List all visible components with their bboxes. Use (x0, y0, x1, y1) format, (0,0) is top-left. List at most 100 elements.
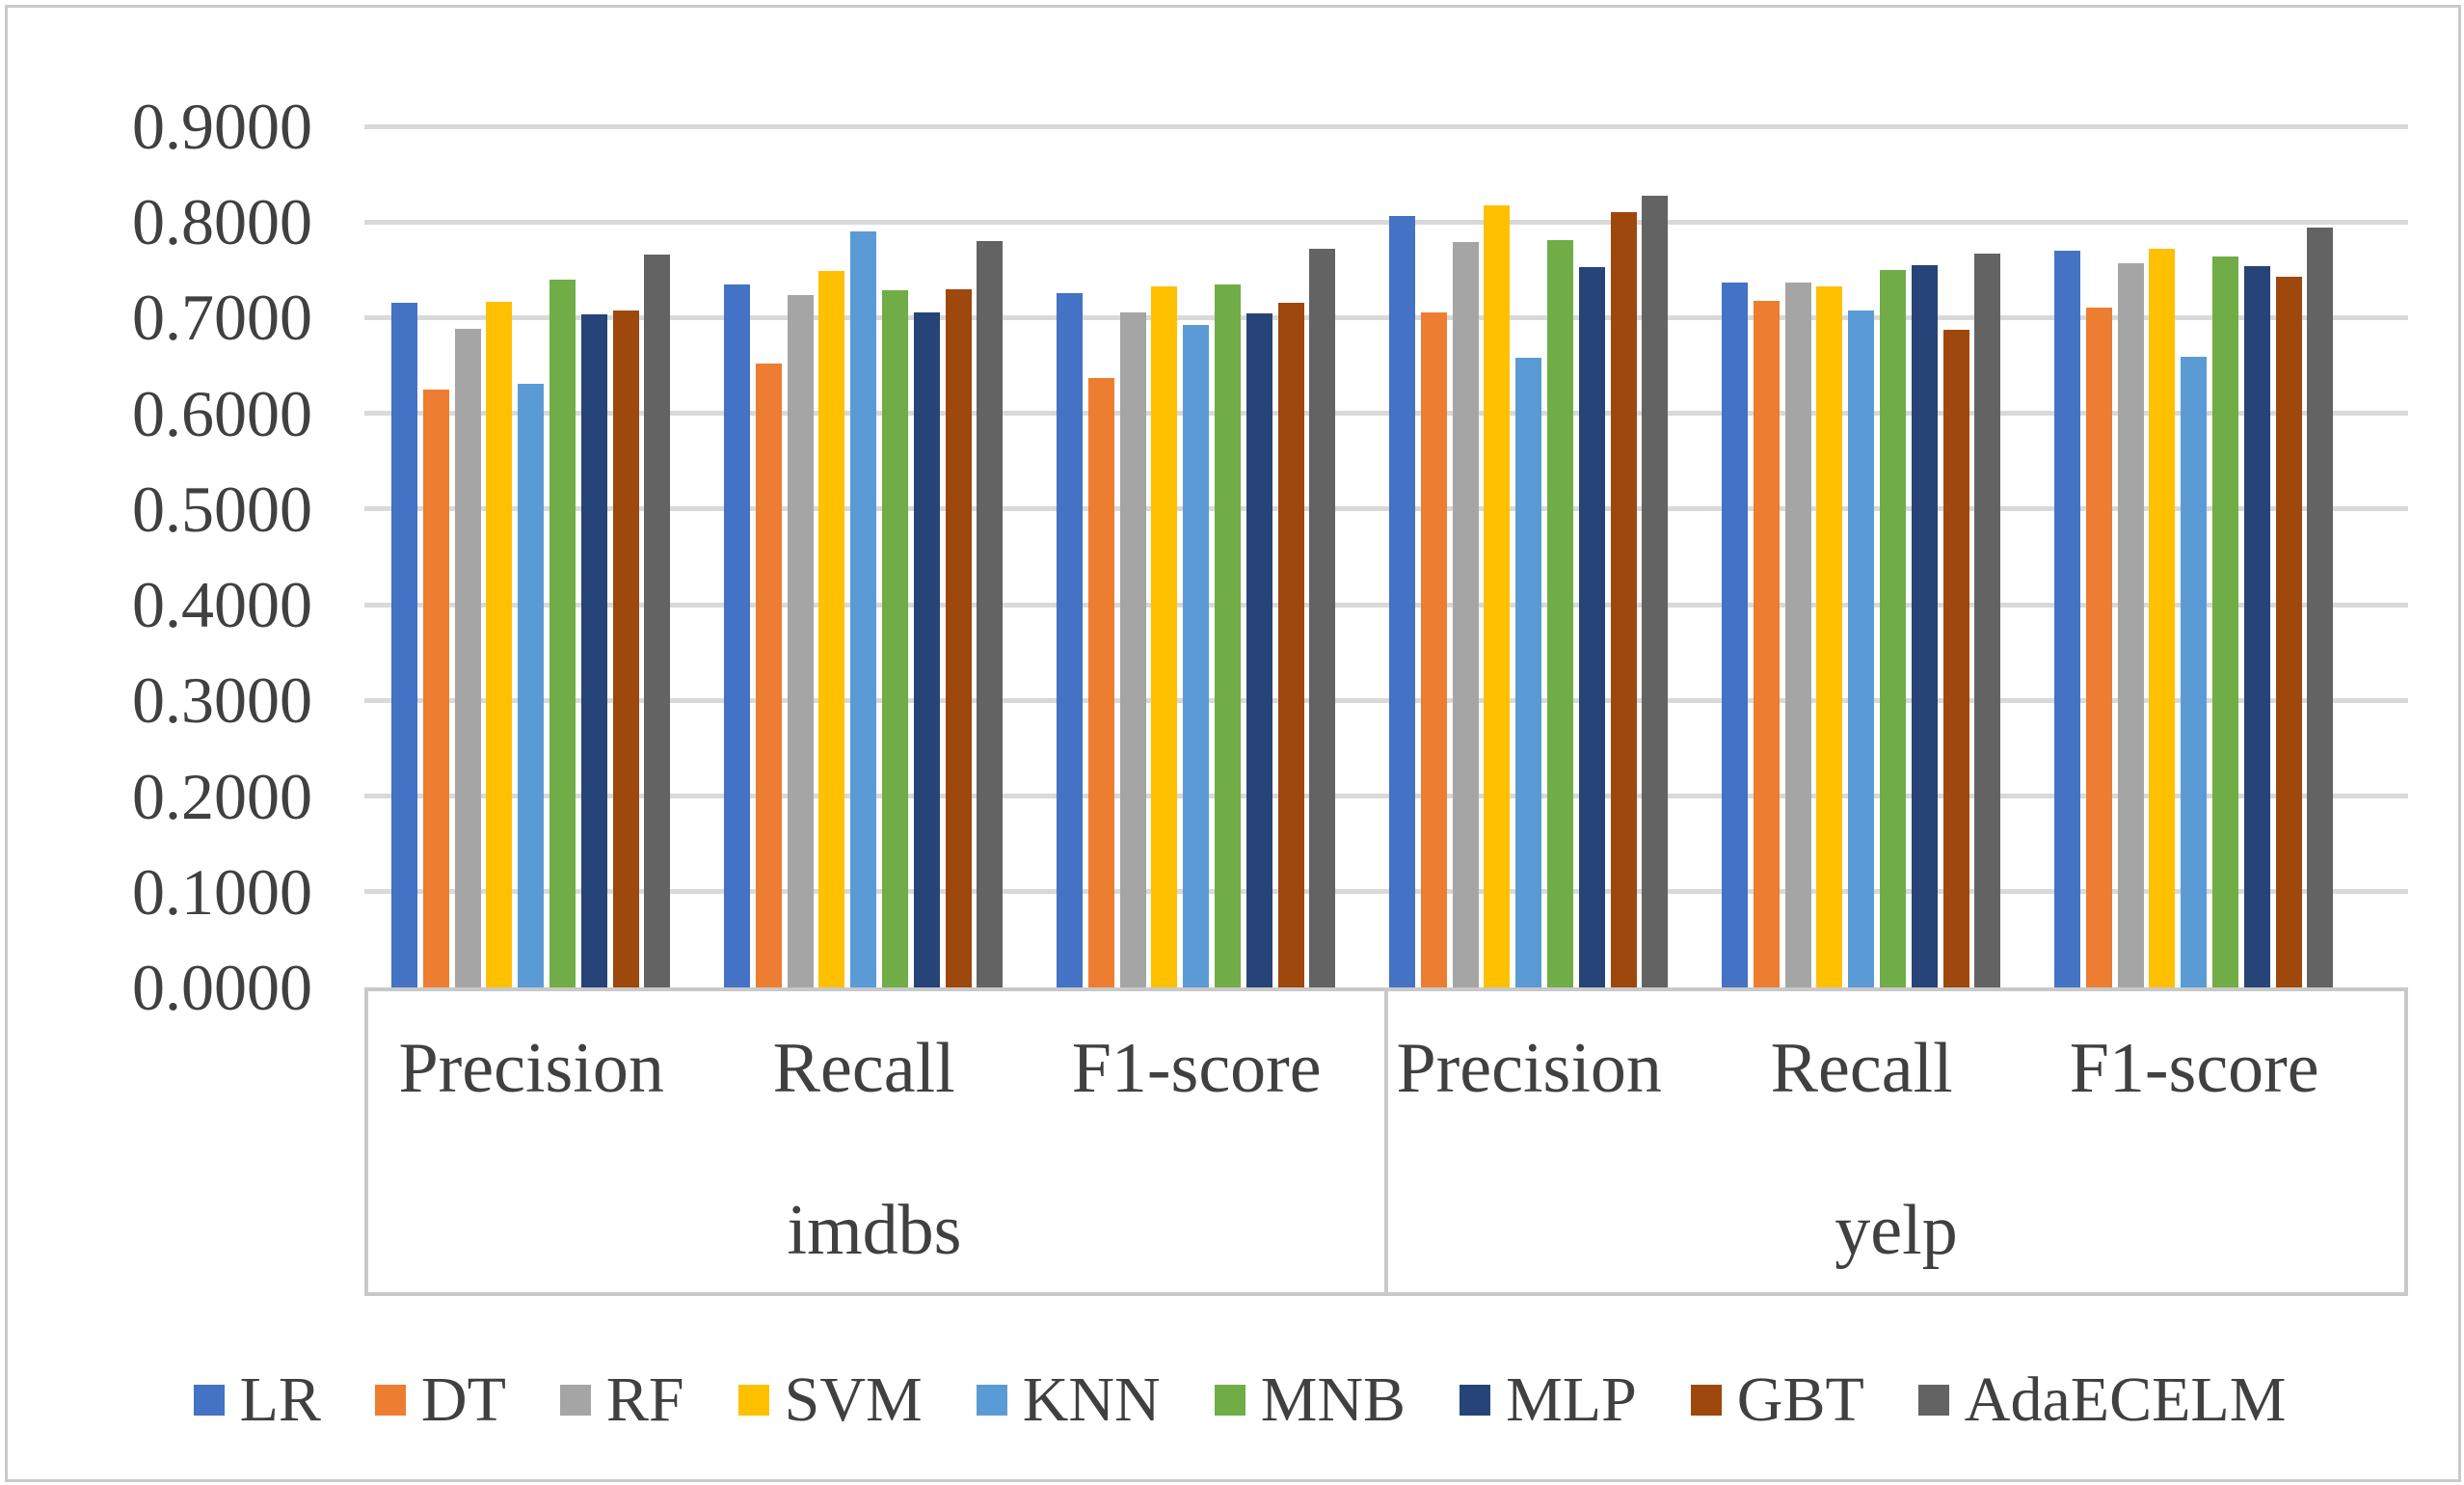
bar-KNN-imdbs-Recall (850, 231, 877, 987)
bar-SVM-yelp-F1-score (2149, 249, 2176, 987)
bar-GBT-yelp-Precision (1610, 212, 1637, 987)
bar-MNB-imdbs-Precision (549, 279, 576, 987)
gridline-0.9000 (364, 123, 2408, 129)
gridline-0.8000 (364, 219, 2408, 225)
legend-item-LR: LR (193, 1364, 321, 1435)
category-label-4: Recall (1770, 1029, 1953, 1108)
category-table-left-line (364, 987, 368, 1296)
bar-KNN-imdbs-Precision (518, 383, 545, 987)
bar-SVM-imdbs-Recall (818, 270, 845, 987)
y-tick-label-0.3000: 0.3000 (132, 663, 312, 738)
bar-RF-yelp-Precision (1452, 242, 1479, 987)
bar-LR-yelp-Precision (1389, 216, 1415, 987)
bar-SVM-yelp-Recall (1816, 285, 1843, 987)
legend-label-DT: DT (420, 1364, 506, 1435)
legend-label-GBT: GBT (1736, 1364, 1864, 1435)
dataset-label-imdbs: imdbs (787, 1191, 962, 1270)
bar-SVM-imdbs-F1-score (1151, 285, 1178, 987)
dataset-label-yelp: yelp (1835, 1191, 1958, 1270)
bar-DT-yelp-Recall (1753, 300, 1780, 987)
category-label-2: F1-score (1071, 1029, 1322, 1108)
legend-swatch-GBT (1690, 1385, 1722, 1416)
legend-swatch-DT (374, 1385, 406, 1416)
bar-MLP-yelp-F1-score (2243, 265, 2270, 987)
bar-DT-imdbs-F1-score (1087, 377, 1114, 987)
bar-GBT-imdbs-F1-score (1277, 302, 1304, 987)
legend-label-MNB: MNB (1260, 1364, 1406, 1435)
bar-GBT-imdbs-Recall (945, 288, 972, 987)
bar-MNB-yelp-Recall (1880, 269, 1906, 987)
bar-LR-yelp-Recall (1722, 282, 1748, 987)
legend-item-SVM: SVM (737, 1364, 923, 1435)
bar-KNN-yelp-F1-score (2181, 357, 2208, 987)
bar-AdaECELM-imdbs-F1-score (1309, 249, 1336, 987)
legend-label-AdaECELM: AdaECELM (1964, 1364, 2287, 1435)
bar-AdaECELM-yelp-F1-score (2307, 228, 2334, 987)
legend-swatch-KNN (976, 1385, 1007, 1416)
legend-label-LR: LR (239, 1364, 321, 1435)
legend-label-SVM: SVM (784, 1364, 923, 1435)
bar-RF-imdbs-Recall (787, 294, 814, 987)
bar-MNB-imdbs-F1-score (1215, 284, 1241, 987)
bar-DT-yelp-F1-score (2085, 307, 2112, 987)
legend-label-KNN: KNN (1022, 1364, 1161, 1435)
legend-label-MLP: MLP (1506, 1364, 1637, 1435)
bar-KNN-yelp-Precision (1515, 358, 1542, 987)
bar-KNN-yelp-Recall (1848, 310, 1875, 987)
legend-swatch-SVM (737, 1385, 769, 1416)
bar-RF-yelp-F1-score (2117, 262, 2144, 987)
legend-item-KNN: KNN (976, 1364, 1161, 1435)
category-label-0: Precision (398, 1029, 664, 1108)
bar-GBT-yelp-Recall (1942, 330, 1969, 987)
y-tick-label-0.8000: 0.8000 (132, 185, 312, 259)
bar-MLP-imdbs-Precision (580, 314, 607, 987)
bar-SVM-yelp-Precision (1484, 205, 1511, 987)
gridline-0.1000 (364, 889, 2408, 895)
gridline-0.3000 (364, 697, 2408, 703)
bar-GBT-imdbs-Precision (612, 310, 639, 987)
bar-DT-imdbs-Precision (422, 389, 449, 987)
bar-RF-imdbs-Precision (454, 329, 481, 987)
gridline-0.6000 (364, 411, 2408, 417)
bar-MLP-imdbs-F1-score (1245, 313, 1272, 987)
category-table-right-line (2404, 987, 2408, 1296)
y-tick-label-0.9000: 0.9000 (132, 90, 312, 164)
bar-RF-yelp-Recall (1784, 282, 1811, 987)
bar-LR-imdbs-Precision (391, 302, 417, 987)
figure-frame: 0.0000 0.1000 0.2000 0.3000 0.4000 0.5000 0.60… (5, 5, 2461, 1482)
bar-LR-imdbs-Recall (724, 284, 750, 987)
bar-AdaECELM-imdbs-Precision (644, 254, 671, 987)
y-tick-label-0.0000: 0.0000 (132, 951, 312, 1024)
legend-swatch-MNB (1214, 1385, 1245, 1416)
legend-swatch-AdaECELM (1917, 1385, 1949, 1416)
gridline-0.4000 (364, 602, 2408, 608)
y-tick-label-0.2000: 0.2000 (132, 759, 312, 833)
legend: LR DT RF SVM KNN MNB MLP GBT AdaECELM (8, 1365, 2464, 1435)
y-tick-label-0.7000: 0.7000 (132, 281, 312, 355)
bar-DT-imdbs-Recall (755, 364, 782, 987)
y-tick-label-0.5000: 0.5000 (132, 472, 312, 546)
bar-MNB-imdbs-Recall (882, 289, 908, 987)
bar-GBT-yelp-F1-score (2275, 276, 2302, 987)
legend-item-RF: RF (559, 1365, 684, 1435)
y-tick-label-0.4000: 0.4000 (132, 568, 312, 642)
legend-item-DT: DT (374, 1364, 506, 1435)
category-label-5: F1-score (2069, 1029, 2319, 1108)
y-tick-label-0.1000: 0.1000 (132, 854, 312, 929)
bar-DT-yelp-Precision (1420, 311, 1447, 987)
bar-SVM-imdbs-Precision (486, 301, 513, 987)
legend-item-AdaECELM: AdaECELM (1917, 1364, 2287, 1435)
legend-item-GBT: GBT (1690, 1364, 1864, 1435)
bar-AdaECELM-yelp-Recall (1974, 253, 2001, 987)
bar-LR-yelp-F1-score (2054, 251, 2080, 987)
legend-swatch-RF (559, 1385, 591, 1416)
legend-item-MNB: MNB (1214, 1364, 1406, 1435)
bar-RF-imdbs-F1-score (1119, 312, 1146, 987)
bar-MNB-yelp-Precision (1547, 240, 1573, 987)
legend-swatch-LR (193, 1385, 225, 1416)
gridline-0.5000 (364, 506, 2408, 512)
y-tick-label-0.6000: 0.6000 (132, 376, 312, 450)
bar-LR-imdbs-F1-score (1057, 292, 1083, 987)
bar-MNB-yelp-F1-score (2212, 256, 2238, 987)
legend-item-MLP: MLP (1460, 1365, 1637, 1435)
